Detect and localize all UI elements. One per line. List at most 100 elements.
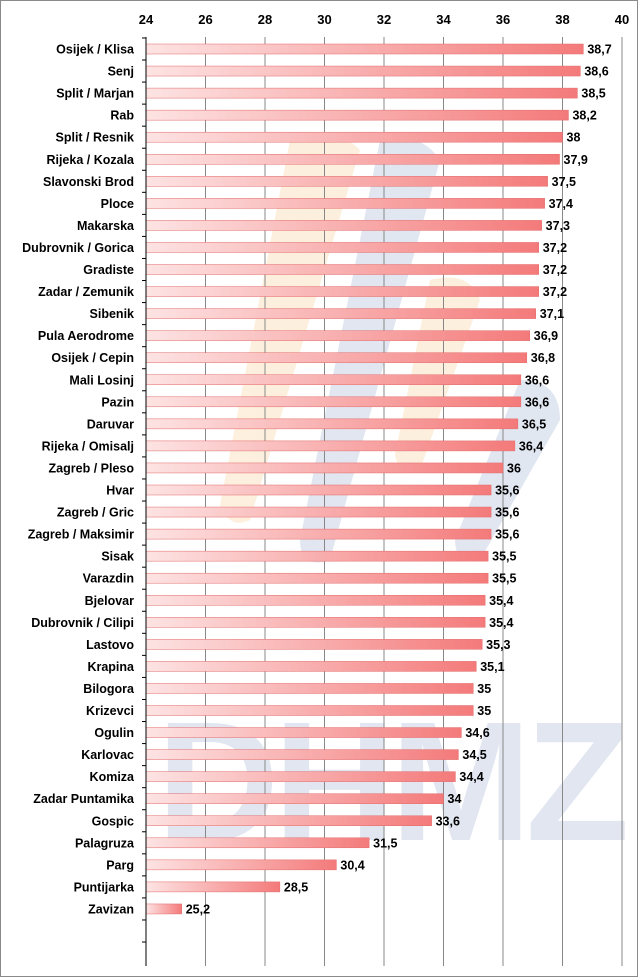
- bar: [145, 815, 432, 826]
- bar: [145, 418, 519, 430]
- value-label: 35: [477, 682, 491, 696]
- value-label: 36: [507, 461, 521, 475]
- bar: [145, 308, 536, 319]
- value-label: 38,6: [584, 65, 608, 79]
- bar: [145, 903, 182, 915]
- category-label: Sisak: [101, 550, 134, 564]
- category-label: Zadar Puntamika: [33, 792, 135, 806]
- category-label: Karlovac: [81, 748, 134, 762]
- bar: [145, 881, 281, 893]
- bar: [145, 440, 516, 452]
- bar: [145, 330, 531, 341]
- category-label: Slavonski Brod: [43, 175, 134, 189]
- category-label: Split / Resnik: [56, 131, 135, 145]
- bar: [145, 87, 578, 99]
- value-label: 35,6: [495, 484, 519, 498]
- category-label: Dubrovnik / Cilipi: [31, 616, 134, 630]
- bar: [145, 198, 545, 209]
- x-tick-label: 26: [198, 12, 212, 27]
- bar: [145, 65, 581, 77]
- category-label: Varazdin: [83, 572, 134, 586]
- category-label: Sibenik: [90, 307, 135, 321]
- value-label: 38,7: [587, 43, 611, 57]
- bar: [145, 859, 337, 871]
- value-label: 35,6: [495, 528, 519, 542]
- bar: [145, 683, 474, 694]
- category-label: Zavizan: [88, 902, 134, 916]
- category-label: Palagruza: [75, 836, 135, 850]
- category-label: Zagreb / Gric: [57, 506, 134, 520]
- category-label: Hvar: [106, 484, 134, 498]
- category-label: Makarska: [77, 219, 135, 233]
- bar: [145, 242, 539, 253]
- value-label: 35,4: [489, 594, 513, 608]
- value-label: 35,1: [480, 660, 504, 674]
- category-label: Mali Losinj: [69, 373, 134, 387]
- bars: [145, 43, 584, 915]
- category-label: Krizevci: [86, 704, 134, 718]
- bar: [145, 154, 560, 165]
- bar: [145, 572, 489, 584]
- bar: [145, 837, 370, 849]
- category-label: Gradiste: [83, 263, 134, 277]
- value-labels: 38,7 38,6 38,5 38,2 38 37,9 37,5 37,4 37,3 37,2 37…: [186, 43, 612, 917]
- bar: [145, 528, 492, 540]
- value-label: 37,2: [543, 241, 567, 255]
- bar: [145, 109, 569, 121]
- bar: [145, 749, 459, 760]
- category-label: Bjelovar: [85, 594, 134, 608]
- category-label: Osijek / Klisa: [56, 43, 135, 57]
- bar: [145, 286, 539, 297]
- bar: [145, 639, 483, 650]
- bar: [145, 131, 563, 143]
- value-label: 30,4: [340, 858, 364, 872]
- category-label: Osijek / Cepin: [51, 351, 134, 365]
- category-label: Rijeka / Kozala: [46, 153, 135, 167]
- category-label: Lastovo: [86, 638, 134, 652]
- gridlines: [142, 37, 623, 966]
- bar: [145, 793, 444, 804]
- value-label: 35,5: [492, 572, 516, 586]
- category-label: Zagreb / Pleso: [49, 461, 135, 475]
- bar: [145, 595, 486, 606]
- value-label: 35,5: [492, 550, 516, 564]
- value-label: 38,2: [572, 109, 596, 123]
- x-tick-label: 36: [496, 12, 510, 27]
- value-label: 34,4: [459, 770, 483, 784]
- value-label: 38,5: [581, 87, 605, 101]
- category-label: Rab: [110, 109, 134, 123]
- bar: [145, 506, 492, 518]
- category-label: Bilogora: [83, 682, 135, 696]
- value-label: 36,8: [531, 351, 555, 365]
- value-label: 37,2: [543, 263, 567, 277]
- bar: [145, 462, 504, 474]
- x-tick-label: 40: [615, 12, 629, 27]
- value-label: 33,6: [436, 814, 460, 828]
- bar: [145, 176, 548, 187]
- value-label: 28,5: [284, 880, 308, 894]
- value-label: 35,3: [486, 638, 510, 652]
- value-label: 36,6: [525, 395, 549, 409]
- x-tick-label: 24: [139, 12, 154, 27]
- category-label: Dubrovnik / Gorica: [22, 241, 135, 255]
- value-label: 37,2: [543, 285, 567, 299]
- category-label: Krapina: [87, 660, 135, 674]
- bar: [145, 220, 542, 231]
- x-tick-label: 28: [258, 12, 272, 27]
- category-label: Parg: [106, 858, 134, 872]
- category-label: Ploce: [101, 197, 134, 211]
- bar: [145, 484, 492, 496]
- value-label: 35,6: [495, 506, 519, 520]
- category-label: Zadar / Zemunik: [38, 285, 134, 299]
- category-label: Senj: [108, 65, 134, 79]
- x-tick-label: 34: [436, 12, 451, 27]
- bar: [145, 705, 474, 716]
- value-label: 37,3: [546, 219, 570, 233]
- category-label: Split / Marjan: [56, 87, 134, 101]
- bar: [145, 396, 522, 408]
- category-label: Pula Aerodrome: [38, 329, 134, 343]
- bar: [145, 771, 456, 782]
- category-label: Zagreb / Maksimir: [28, 528, 134, 542]
- bar: [145, 617, 486, 628]
